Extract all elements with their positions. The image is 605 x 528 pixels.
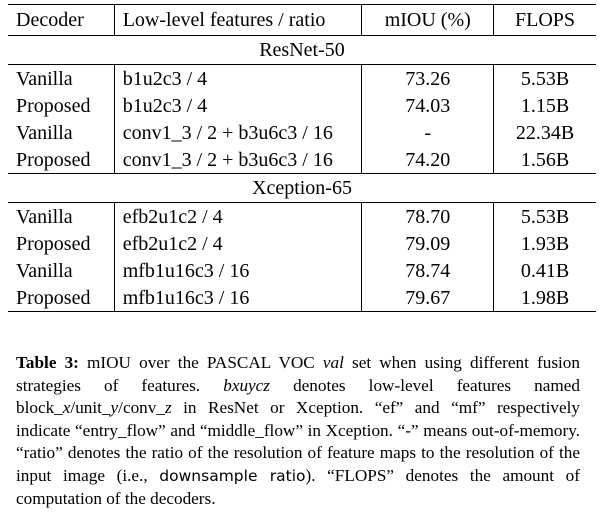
header-features: Low-level features / ratio bbox=[114, 4, 363, 36]
section-title-row: Xception-65 bbox=[8, 173, 596, 203]
table-row: Proposed mfb1u16c3 / 16 79.67 1.98B bbox=[8, 284, 596, 312]
table-row: Vanilla b1u2c3 / 4 73.26 5.53B bbox=[8, 64, 596, 92]
cell-miou: 78.70 bbox=[361, 202, 495, 230]
cell-miou-best: 79.67 bbox=[361, 284, 495, 312]
results-table: Decoder Low-level features / ratio mIOU … bbox=[8, 4, 596, 312]
caption-text: denotes low-level features named block_ bbox=[16, 375, 580, 418]
caption-code-term: bxuycz bbox=[223, 375, 270, 395]
cell-features: efb2u1c2 / 4 bbox=[114, 202, 363, 230]
cell-flops: 0.41B bbox=[520, 259, 570, 282]
cell-decoder: Proposed bbox=[8, 284, 115, 312]
cell-miou: 79.09 bbox=[361, 230, 495, 257]
cell-decoder: Proposed bbox=[8, 146, 115, 174]
section-title: ResNet-50 bbox=[8, 35, 596, 65]
caption-text: /conv_ bbox=[118, 398, 165, 418]
cell-miou: 74.03 bbox=[361, 92, 495, 119]
table-caption: Table 3: mIOU over the PASCAL VOC val se… bbox=[16, 352, 580, 510]
table-row: Proposed conv1_3 / 2 + b3u6c3 / 16 74.20… bbox=[8, 146, 596, 174]
cell-flops: 1.56B bbox=[520, 148, 570, 171]
caption-var-x: x bbox=[62, 398, 71, 418]
cell-miou-best: 74.20 bbox=[361, 146, 495, 174]
cell-decoder: Proposed bbox=[8, 92, 115, 119]
results-table-container: Decoder Low-level features / ratio mIOU … bbox=[8, 4, 596, 312]
cell-miou: 78.74 bbox=[361, 257, 495, 284]
cell-miou: 73.26 bbox=[361, 64, 495, 92]
cell-features: mfb1u16c3 / 16 bbox=[114, 284, 363, 312]
cell-flops: 5.53B bbox=[520, 67, 570, 90]
cell-features: b1u2c3 / 4 bbox=[114, 64, 363, 92]
section-title-row: ResNet-50 bbox=[8, 35, 596, 65]
cell-decoder: Vanilla bbox=[8, 202, 115, 230]
cell-features: efb2u1c2 / 4 bbox=[114, 230, 363, 257]
caption-ratio-term: downsample ratio bbox=[159, 466, 306, 485]
caption-var-z: z bbox=[164, 398, 172, 418]
cell-decoder: Vanilla bbox=[8, 257, 115, 284]
cell-flops: 1.98B bbox=[493, 284, 596, 312]
table-header-row: Decoder Low-level features / ratio mIOU … bbox=[8, 4, 596, 36]
cell-flops: 22.34B bbox=[515, 121, 575, 144]
cell-decoder: Vanilla bbox=[8, 119, 115, 146]
header-flops: FLOPS bbox=[493, 4, 596, 36]
caption-var-y: y bbox=[110, 398, 119, 418]
cell-decoder: Proposed bbox=[8, 230, 115, 257]
caption-text: mIOU over the PASCAL VOC bbox=[78, 353, 323, 372]
cell-decoder: Vanilla bbox=[8, 64, 115, 92]
cell-features: mfb1u16c3 / 16 bbox=[114, 257, 363, 284]
table-row: Vanilla conv1_3 / 2 + b3u6c3 / 16 - 22.3… bbox=[8, 119, 596, 146]
cell-features: conv1_3 / 2 + b3u6c3 / 16 bbox=[114, 119, 363, 146]
caption-text: set when using different fusion strategi… bbox=[16, 353, 580, 395]
cell-flops: 5.53B bbox=[520, 205, 570, 228]
cell-miou: - bbox=[361, 119, 495, 146]
section-title: Xception-65 bbox=[8, 173, 596, 203]
table-row: Proposed b1u2c3 / 4 74.03 1.15B bbox=[8, 92, 596, 119]
table-row: Vanilla efb2u1c2 / 4 78.70 5.53B bbox=[8, 202, 596, 230]
cell-flops: 1.15B bbox=[520, 94, 570, 117]
table-row: Vanilla mfb1u16c3 / 16 78.74 0.41B bbox=[8, 257, 596, 284]
caption-text: ). “FLOPS” denotes the amount of computa… bbox=[16, 465, 580, 508]
cell-flops: 1.93B bbox=[520, 232, 570, 255]
table-row: Proposed efb2u1c2 / 4 79.09 1.93B bbox=[8, 230, 596, 257]
caption-val-term: val bbox=[322, 353, 344, 372]
header-miou: mIOU (%) bbox=[361, 4, 495, 36]
caption-text: in ResNet or Xception. “ef” and “mf” res… bbox=[16, 398, 580, 485]
cell-features: conv1_3 / 2 + b3u6c3 / 16 bbox=[114, 146, 363, 174]
cell-features: b1u2c3 / 4 bbox=[114, 92, 363, 119]
header-decoder: Decoder bbox=[8, 4, 115, 36]
caption-text: /unit_ bbox=[70, 398, 111, 418]
caption-label: Table 3: bbox=[16, 353, 79, 372]
